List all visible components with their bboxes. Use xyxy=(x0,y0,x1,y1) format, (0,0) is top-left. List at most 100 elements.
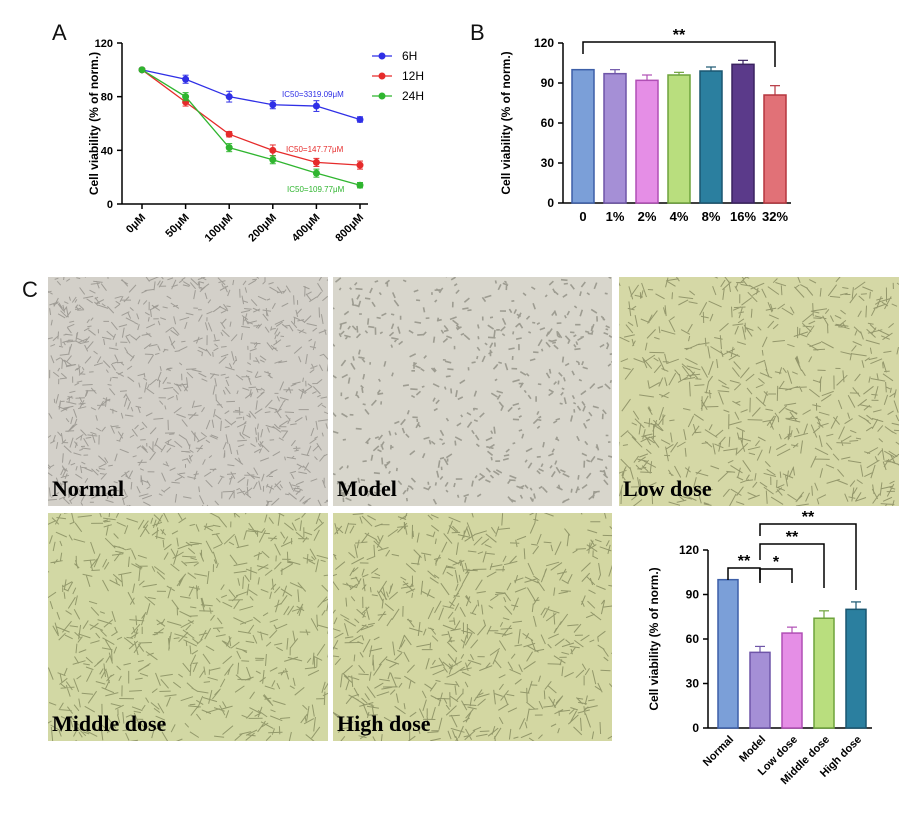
cell-texture xyxy=(48,513,328,741)
y-tick-label: 120 xyxy=(679,543,699,557)
micrograph-model: Model xyxy=(333,277,612,506)
data-point xyxy=(225,144,233,152)
x-tick-label: Model xyxy=(737,734,768,765)
x-tick-label: 50μM xyxy=(163,212,191,240)
data-point xyxy=(182,93,190,101)
cell-texture xyxy=(333,277,612,506)
data-point xyxy=(356,181,364,189)
y-axis-title: Cell viability (% of norm.) xyxy=(499,51,513,194)
bar-chart-c: 0 30 60 90 120 Cell viability (% of norm.) Nor… xyxy=(647,509,872,787)
significance-label: ** xyxy=(673,27,686,44)
micrograph-label: Middle dose xyxy=(52,711,167,736)
data-point xyxy=(269,101,277,109)
data-point xyxy=(138,66,146,74)
cell-texture xyxy=(333,513,612,741)
series-line-6H xyxy=(141,69,361,121)
ic50-annotation: IC50=147.77μM xyxy=(286,145,344,154)
x-tick-label: 2% xyxy=(638,209,657,224)
micrograph-label: High dose xyxy=(337,711,431,736)
bar-Model xyxy=(749,651,771,729)
bar-Normal xyxy=(717,578,739,729)
y-tick-label: 60 xyxy=(541,116,555,130)
micrograph-image xyxy=(333,513,612,741)
series-line-24H xyxy=(141,69,361,186)
x-tick-label: 1% xyxy=(606,209,625,224)
micrograph-background xyxy=(333,513,612,741)
x-tick-label: 0 xyxy=(579,209,586,224)
micrograph-label: Normal xyxy=(52,476,125,501)
bar-Middle dose xyxy=(813,617,835,729)
legend-label: 6H xyxy=(402,49,417,63)
legend-label: 12H xyxy=(402,69,424,83)
y-tick-label: 0 xyxy=(692,721,699,735)
y-tick-label: 30 xyxy=(686,677,700,691)
y-tick-label: 0 xyxy=(547,196,554,210)
bar-1% xyxy=(603,72,627,204)
significance-label: ** xyxy=(786,529,799,546)
micrograph-image xyxy=(48,513,328,741)
data-point xyxy=(269,146,277,154)
micrograph-label: Model xyxy=(337,476,397,501)
y-tick-label: 30 xyxy=(541,156,555,170)
data-point xyxy=(312,102,320,110)
series-line-12H xyxy=(141,69,361,166)
ic50-annotation: IC50=109.77μM xyxy=(287,185,345,194)
x-tick-label: 8% xyxy=(702,209,721,224)
y-axis-title: Cell viability (% of norm.) xyxy=(87,52,101,195)
bar-Low dose xyxy=(781,632,803,729)
micrograph-image xyxy=(619,277,899,506)
bar-16% xyxy=(731,63,755,204)
data-point xyxy=(225,130,233,138)
x-tick-label: 100μM xyxy=(203,212,236,245)
legend-label: 24H xyxy=(402,89,424,103)
legend-marker xyxy=(378,72,386,80)
x-tick-label: 32% xyxy=(762,209,788,224)
significance-bracket xyxy=(759,568,793,583)
significance-label: ** xyxy=(802,509,815,526)
data-point xyxy=(269,156,277,164)
legend-marker xyxy=(378,52,386,60)
x-tick-label: 400μM xyxy=(290,212,323,245)
data-point xyxy=(225,93,233,101)
micrograph-high-dose: High dose xyxy=(333,513,612,741)
y-tick-label: 40 xyxy=(101,145,113,157)
panel-label-b: B xyxy=(470,20,485,45)
x-tick-label: 4% xyxy=(670,209,689,224)
y-tick-label: 120 xyxy=(534,36,554,50)
micrograph-background xyxy=(333,277,612,506)
micrograph-image xyxy=(333,277,612,506)
micrograph-normal: Normal xyxy=(48,277,328,506)
bar-8% xyxy=(699,70,723,204)
micrograph-image xyxy=(48,277,328,506)
bar-0 xyxy=(571,68,595,204)
x-tick-label: Normal xyxy=(701,734,736,769)
y-tick-label: 80 xyxy=(101,92,113,104)
x-tick-label: 800μM xyxy=(333,212,366,245)
ic50-annotation: IC50=3319.09μM xyxy=(282,90,344,99)
data-point xyxy=(356,161,364,169)
significance-bracket xyxy=(582,41,776,67)
legend-marker xyxy=(378,92,386,100)
y-tick-label: 90 xyxy=(541,76,555,90)
panel-label-a: A xyxy=(52,20,67,45)
bar-2% xyxy=(635,79,659,204)
data-point xyxy=(182,75,190,83)
significance-bracket xyxy=(759,543,825,588)
panel-label-c: C xyxy=(22,277,38,302)
cell-texture xyxy=(48,277,328,506)
bar-chart-b: 0 30 60 90 120 Cell viability (% of norm.) 0 1%… xyxy=(499,27,791,224)
significance-bracket xyxy=(759,523,857,590)
y-axis-title: Cell viability (% of norm.) xyxy=(647,567,661,710)
bar-32% xyxy=(763,94,787,204)
bar-4% xyxy=(667,74,691,204)
x-tick-label: 200μM xyxy=(246,212,279,245)
micrograph-low-dose: Low dose xyxy=(619,277,899,506)
data-point xyxy=(312,158,320,166)
line-chart-a: 0 40 80 120 0μM 50μM 100μM 200μM 400μM 800μM Cell … xyxy=(87,38,424,245)
cell-texture xyxy=(619,277,899,506)
y-tick-label: 0 xyxy=(107,199,113,211)
y-tick-label: 120 xyxy=(95,38,113,50)
y-tick-label: 90 xyxy=(686,588,700,602)
data-point xyxy=(312,169,320,177)
micrograph-middle-dose: Middle dose xyxy=(48,513,328,741)
